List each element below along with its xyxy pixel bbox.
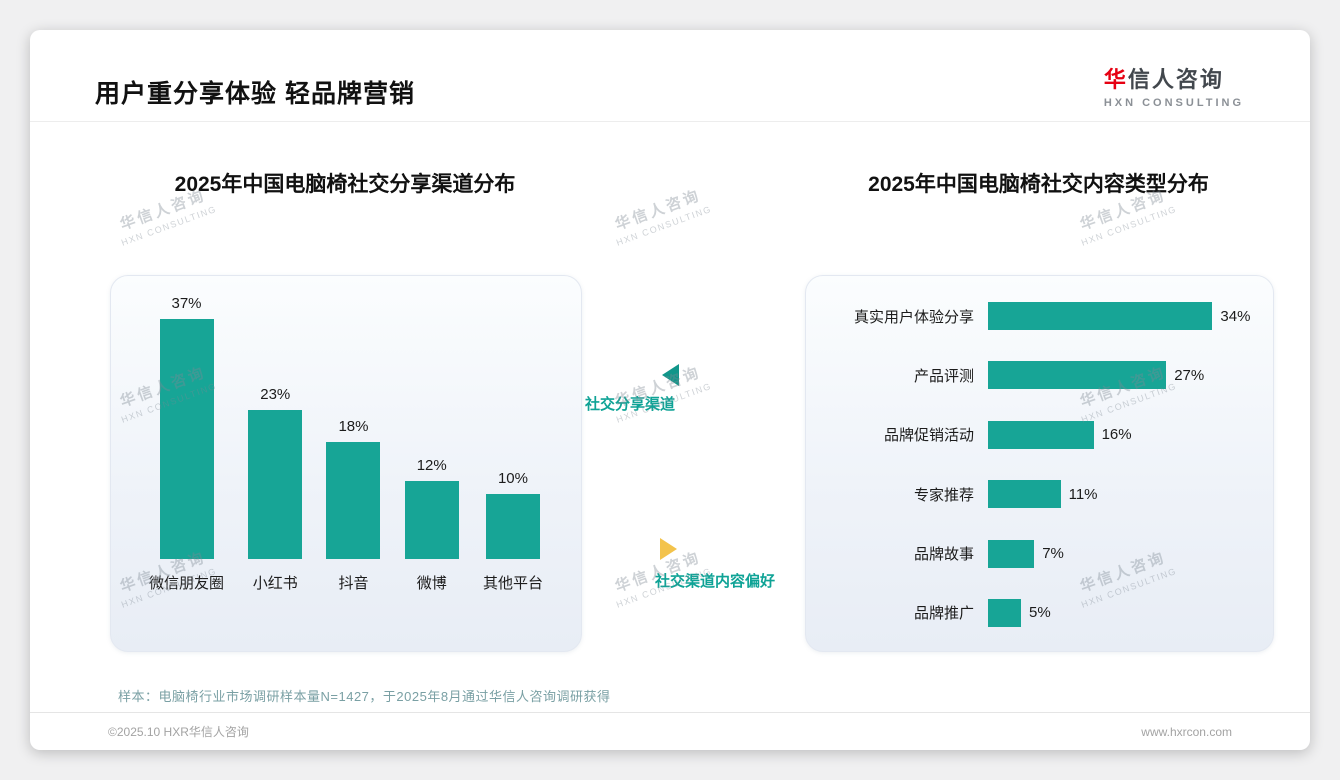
bar-value-label: 5% xyxy=(1029,604,1051,622)
bar-value-label: 16% xyxy=(1101,426,1132,444)
bar xyxy=(404,481,459,559)
horizontal-bar-chart: 真实用户体验分享 34% 产品评测 27% 品牌促销活动 16% 专家推荐 11% 品牌故事 7%… xyxy=(824,302,1261,627)
bar-row: 产品评测 27% xyxy=(824,361,1261,390)
logo-cn-rest: 信人咨询 xyxy=(1127,67,1224,92)
bar xyxy=(326,442,381,559)
logo-cn-first: 华 xyxy=(1103,67,1128,92)
bar xyxy=(988,361,1167,390)
bar xyxy=(485,494,540,559)
watermark: 华信人咨询 HXN CONSULTING xyxy=(607,182,713,248)
bar-category-label: 品牌故事 xyxy=(913,546,974,564)
footer: ©2025.10 HXR华信人咨询 www.hxrcon.com xyxy=(30,712,1310,750)
bar-category-label: 产品评测 xyxy=(913,367,974,385)
bar-value-label: 27% xyxy=(1174,366,1205,384)
bar-row: 品牌故事 7% xyxy=(824,539,1261,568)
bar-value-label: 18% xyxy=(338,418,369,435)
bar-value-label: 10% xyxy=(497,470,528,487)
bar-row: 品牌促销活动 16% xyxy=(824,420,1261,449)
watermark-en: HXN CONSULTING xyxy=(119,203,219,248)
bar-group: 12% 微博 xyxy=(404,457,459,593)
sample-note: 样本：电脑椅行业市场调研样本量N=1427，于2025年8月通过华信人咨询调研获… xyxy=(118,689,611,704)
page-title: 用户重分享体验 轻品牌营销 xyxy=(95,80,415,108)
arrow-left-icon xyxy=(662,364,679,386)
bar-category-label: 抖音 xyxy=(338,575,369,592)
bar-value-label: 23% xyxy=(260,385,291,403)
watermark-cn: 华信人咨询 xyxy=(613,186,704,234)
logo-en: HXN CONSULTING xyxy=(1103,97,1244,109)
bar-category-label: 专家推荐 xyxy=(913,486,974,504)
content-preference-label: 社交渠道内容偏好 xyxy=(655,573,776,590)
bar xyxy=(988,480,1061,509)
bar-value-label: 12% xyxy=(416,457,447,474)
bar xyxy=(159,318,214,559)
header: 用户重分享体验 轻品牌营销 华信人咨询 HXN CONSULTING xyxy=(30,30,1310,122)
bar-value-label: 34% xyxy=(1220,307,1251,325)
bar-row: 专家推荐 11% xyxy=(824,480,1261,509)
bar-row: 真实用户体验分享 34% xyxy=(824,302,1261,330)
bar-row: 品牌推广 5% xyxy=(824,598,1261,627)
bar-category-label: 小红书 xyxy=(252,575,298,592)
bar-group: 37% 微信朋友圈 xyxy=(149,295,224,594)
bar-category-label: 品牌推广 xyxy=(913,605,974,623)
arrow-right-icon xyxy=(660,538,677,560)
bar-category-label: 微博 xyxy=(416,575,447,592)
logo: 华信人咨询 HXN CONSULTING xyxy=(1104,62,1244,109)
left-chart-title: 2025年中国电脑椅社交分享渠道分布 xyxy=(174,173,516,196)
watermark: 华信人咨询 HXN CONSULTING xyxy=(607,359,713,425)
bar-group: 23% 小红书 xyxy=(248,385,303,594)
bar xyxy=(248,409,303,559)
bar xyxy=(988,420,1094,449)
bar-group: 10% 其他平台 xyxy=(483,470,543,593)
bar-category-label: 品牌促销活动 xyxy=(883,427,974,445)
bar-category-label: 真实用户体验分享 xyxy=(853,308,974,326)
bar-category-label: 微信朋友圈 xyxy=(149,575,225,592)
slide: 用户重分享体验 轻品牌营销 华信人咨询 HXN CONSULTING 2025年… xyxy=(30,30,1310,750)
bar xyxy=(988,302,1213,330)
vertical-bar-chart: 37% 微信朋友圈 23% 小红书 18% 抖音 12% 微博 10% 其他平台 xyxy=(149,294,543,593)
bar xyxy=(988,539,1035,568)
logo-cn: 华信人咨询 xyxy=(1104,62,1244,94)
bar-value-label: 11% xyxy=(1068,485,1098,503)
content-type-chart-panel: 真实用户体验分享 34% 产品评测 27% 品牌促销活动 16% 专家推荐 11% 品牌故事 7%… xyxy=(805,275,1274,652)
sharing-channel-label: 社交分享渠道 xyxy=(585,396,676,413)
bar-value-label: 7% xyxy=(1042,545,1064,563)
bar-value-label: 37% xyxy=(171,294,202,312)
footer-website: www.hxrcon.com xyxy=(1141,724,1232,739)
footer-copyright: ©2025.10 HXR华信人咨询 xyxy=(108,725,249,739)
watermark-en: HXN CONSULTING xyxy=(1079,203,1179,248)
sharing-channel-chart-panel: 37% 微信朋友圈 23% 小红书 18% 抖音 12% 微博 10% 其他平台 xyxy=(110,275,582,652)
bar-group: 18% 抖音 xyxy=(326,418,381,593)
bar xyxy=(988,598,1021,627)
bar-category-label: 其他平台 xyxy=(482,575,543,592)
right-chart-title: 2025年中国电脑椅社交内容类型分布 xyxy=(868,173,1209,196)
watermark-en: HXN CONSULTING xyxy=(614,203,714,248)
